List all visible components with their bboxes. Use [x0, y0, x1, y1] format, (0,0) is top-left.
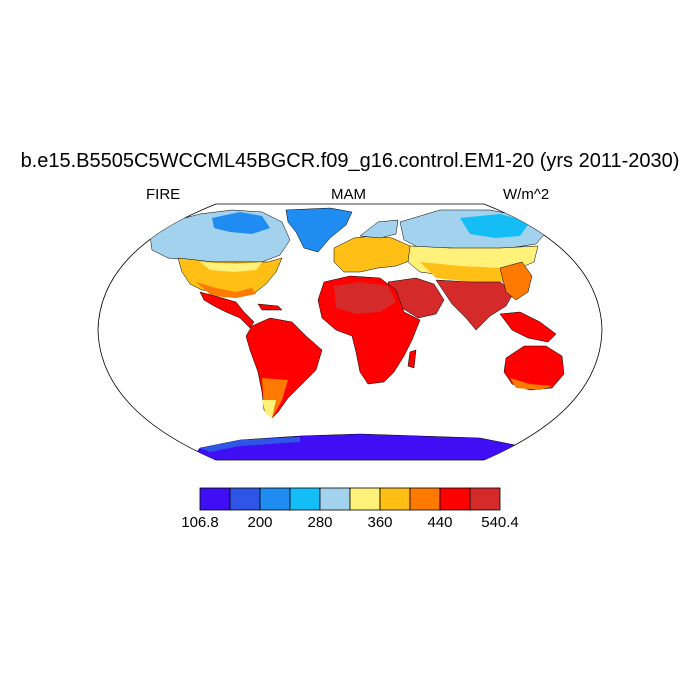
colorbar-tick-label: 360 [367, 514, 393, 531]
canada-blue-region [212, 212, 270, 234]
colorbar-swatch [319, 487, 351, 511]
colorbar-swatch [349, 487, 381, 511]
usa-yellow-region [200, 262, 262, 272]
colorbar-tick-label: 280 [307, 514, 333, 531]
australia-region [503, 345, 565, 391]
south-asia-region [435, 279, 515, 331]
units-label: W/m^2 [503, 186, 550, 203]
east-asia-region [499, 261, 533, 301]
colorbar-swatch [409, 487, 441, 511]
madagascar-region [407, 349, 417, 369]
colorbar-swatch [469, 487, 501, 511]
colorbar-swatch [259, 487, 291, 511]
scandinavia-region [359, 219, 399, 239]
southeast-asia-region [499, 311, 557, 343]
greenland-region [285, 207, 353, 253]
colorbar-tick-label: 200 [247, 514, 273, 531]
plot-title: b.e15.B5505C5WCCML45BGCR.f09_g16.control… [20, 150, 680, 172]
colorbar-swatch [199, 487, 231, 511]
colorbar-swatch [379, 487, 411, 511]
sahara-region [334, 282, 396, 314]
central-america-region [199, 291, 255, 329]
colorbar-tick-label: 540.4 [481, 514, 519, 531]
colorbar-tick-label: 440 [427, 514, 453, 531]
siberia-blue-region [460, 214, 530, 238]
antarctica-edge-region [200, 437, 300, 452]
patagonia-region [262, 400, 276, 418]
variable-label: FIRE [146, 186, 181, 203]
season-label: MAM [331, 186, 366, 203]
usa-orange-region [196, 282, 256, 298]
colorbar-tick-label: 106.8 [181, 514, 219, 531]
australia-south-region [510, 378, 552, 390]
colorbar-swatch [229, 487, 261, 511]
colorbar-swatch [289, 487, 321, 511]
central-asia-orange-region [420, 262, 520, 282]
caribbean-region [257, 303, 283, 311]
colorbar-swatch [439, 487, 471, 511]
